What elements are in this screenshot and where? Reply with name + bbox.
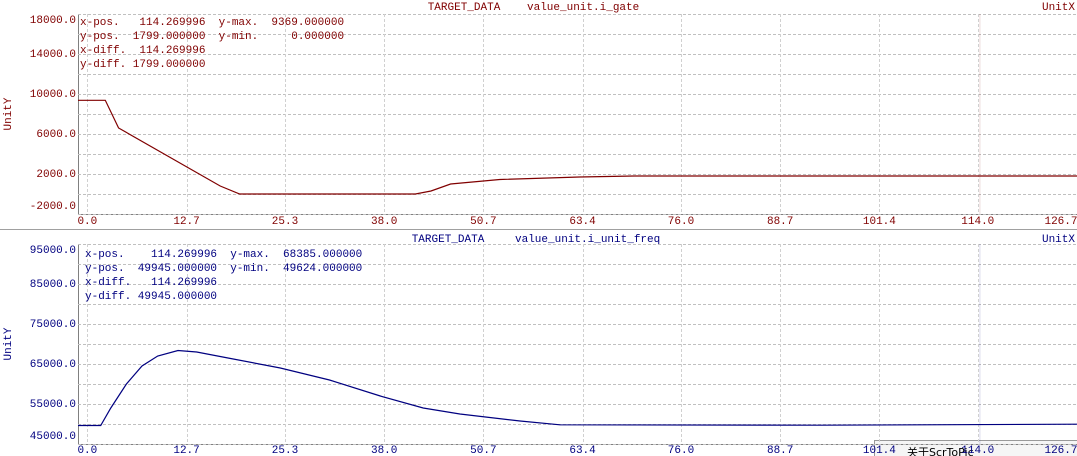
x-tick-label: 114.0	[961, 445, 994, 456]
panel-title: TARGET_DATA	[412, 234, 485, 246]
x-tick-label: 101.4	[863, 445, 896, 456]
x-tick-label: 50.7	[470, 445, 496, 456]
y-tick-label: 85000.0	[30, 279, 76, 291]
readout-line: y-diff. 1799.000000	[80, 59, 205, 71]
x-tick-label: 25.3	[272, 216, 298, 228]
panel-subtitle: value_unit.i_unit_freq	[515, 234, 660, 246]
readout-line: y-pos. 1799.000000 y-min. 0.000000	[80, 31, 344, 43]
y-tick-label: 65000.0	[30, 359, 76, 371]
x-tick-label: 12.7	[173, 445, 199, 456]
y-tick-label: 55000.0	[30, 399, 76, 411]
menu-item: 关于ScrToPic	[907, 445, 974, 456]
x-tick-label: 76.0	[668, 445, 694, 456]
y-tick-label: 10000.0	[30, 89, 76, 101]
x-tick-label: 63.4	[569, 216, 596, 228]
x-tick-label: 12.7	[173, 216, 199, 228]
x-axis-label: UnitX	[1042, 234, 1075, 246]
data-line	[78, 349, 1077, 427]
x-tick-label: 101.4	[863, 216, 896, 228]
x-tick-label: 114.0	[961, 216, 994, 228]
x-tick-label: 88.7	[767, 216, 793, 228]
x-tick-label: 50.7	[470, 216, 496, 228]
x-tick-label: 76.0	[668, 216, 694, 228]
y-tick-label: 2000.0	[36, 169, 76, 181]
readout-line: y-diff. 49945.000000	[85, 291, 217, 303]
x-tick-label: 38.0	[371, 216, 397, 228]
x-tick-label: 0.0	[77, 445, 97, 456]
readout-line: x-pos. 114.269996 y-max. 9369.000000	[80, 17, 344, 29]
x-axis-label: UnitX	[1042, 2, 1075, 14]
readout-line: x-diff. 114.269996	[80, 45, 205, 57]
x-tick-label: 88.7	[767, 445, 793, 456]
y-tick-label: 45000.0	[30, 431, 76, 443]
x-tick-label: 25.3	[272, 445, 298, 456]
x-tick-label: 38.0	[371, 445, 397, 456]
readout-line: x-diff. 114.269996	[85, 277, 217, 289]
x-tick-label: 63.4	[569, 445, 596, 456]
panel-title: TARGET_DATA	[428, 2, 501, 14]
y-axis-label: UnitY	[3, 97, 15, 130]
y-tick-label: 18000.0	[30, 15, 76, 27]
y-tick-label: 95000.0	[30, 245, 76, 257]
y-tick-label: 14000.0	[30, 49, 76, 61]
x-tick-label: 126.7	[1044, 445, 1077, 456]
readout-line: x-pos. 114.269996 y-max. 68385.000000	[85, 249, 362, 261]
y-tick-label: 6000.0	[36, 129, 76, 141]
y-tick-label: -2000.0	[30, 201, 76, 213]
readout-line: y-pos. 49945.000000 y-min. 49624.000000	[85, 263, 362, 275]
x-tick-label: 0.0	[77, 216, 97, 228]
y-tick-label: 75000.0	[30, 319, 76, 331]
panel-subtitle: value_unit.i_gate	[527, 2, 639, 14]
data-line	[78, 99, 1077, 195]
x-tick-label: 126.7	[1044, 216, 1077, 228]
y-axis-label: UnitY	[3, 327, 15, 360]
